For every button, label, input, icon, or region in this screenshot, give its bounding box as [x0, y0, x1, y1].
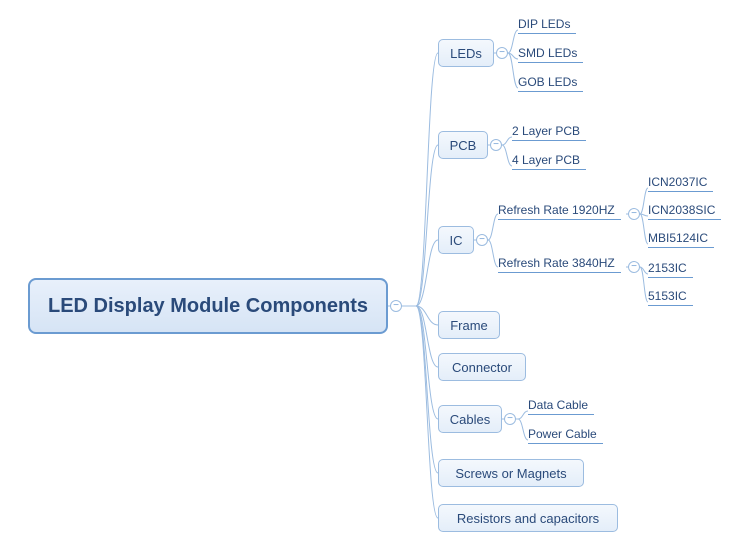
expand-collapse-dot[interactable]: [628, 208, 640, 220]
expand-collapse-dot[interactable]: [390, 300, 402, 312]
root-node: LED Display Module Components: [28, 278, 388, 334]
level1-node-connector: Connector: [438, 353, 526, 381]
level1-node-pcb: PCB: [438, 131, 488, 159]
level1-node-leds: LEDs: [438, 39, 494, 67]
leaf-node: Power Cable: [528, 424, 603, 444]
leaf-node: DIP LEDs: [518, 14, 576, 34]
leaf-node: GOB LEDs: [518, 72, 583, 92]
level1-label: IC: [450, 233, 463, 248]
expand-collapse-dot[interactable]: [476, 234, 488, 246]
level1-node-ic: IC: [438, 226, 474, 254]
level1-node-cables: Cables: [438, 405, 502, 433]
level1-label: Cables: [450, 412, 490, 427]
leaf-node: Refresh Rate 1920HZ: [498, 200, 621, 220]
expand-collapse-dot[interactable]: [504, 413, 516, 425]
leaf-node: SMD LEDs: [518, 43, 583, 63]
leaf-node: Data Cable: [528, 395, 594, 415]
leaf-node: 2 Layer PCB: [512, 121, 586, 141]
leaf-node: 2153IC: [648, 258, 693, 278]
level1-node-frame: Frame: [438, 311, 500, 339]
expand-collapse-dot[interactable]: [496, 47, 508, 59]
root-label: LED Display Module Components: [48, 295, 368, 318]
level1-node-resistors: Resistors and capacitors: [438, 504, 618, 532]
level1-label: Resistors and capacitors: [457, 511, 599, 526]
expand-collapse-dot[interactable]: [628, 261, 640, 273]
level1-label: Connector: [452, 360, 512, 375]
level1-label: Frame: [450, 318, 488, 333]
leaf-node: 4 Layer PCB: [512, 150, 586, 170]
leaf-node: 5153IC: [648, 286, 693, 306]
level1-label: Screws or Magnets: [455, 466, 566, 481]
level1-node-screws: Screws or Magnets: [438, 459, 584, 487]
connector-lines: [0, 0, 750, 551]
level1-label: LEDs: [450, 46, 482, 61]
leaf-node: ICN2037IC: [648, 172, 713, 192]
leaf-node: ICN2038SIC: [648, 200, 721, 220]
leaf-node: MBI5124IC: [648, 228, 714, 248]
level1-label: PCB: [450, 138, 477, 153]
leaf-node: Refresh Rate 3840HZ: [498, 253, 621, 273]
expand-collapse-dot[interactable]: [490, 139, 502, 151]
